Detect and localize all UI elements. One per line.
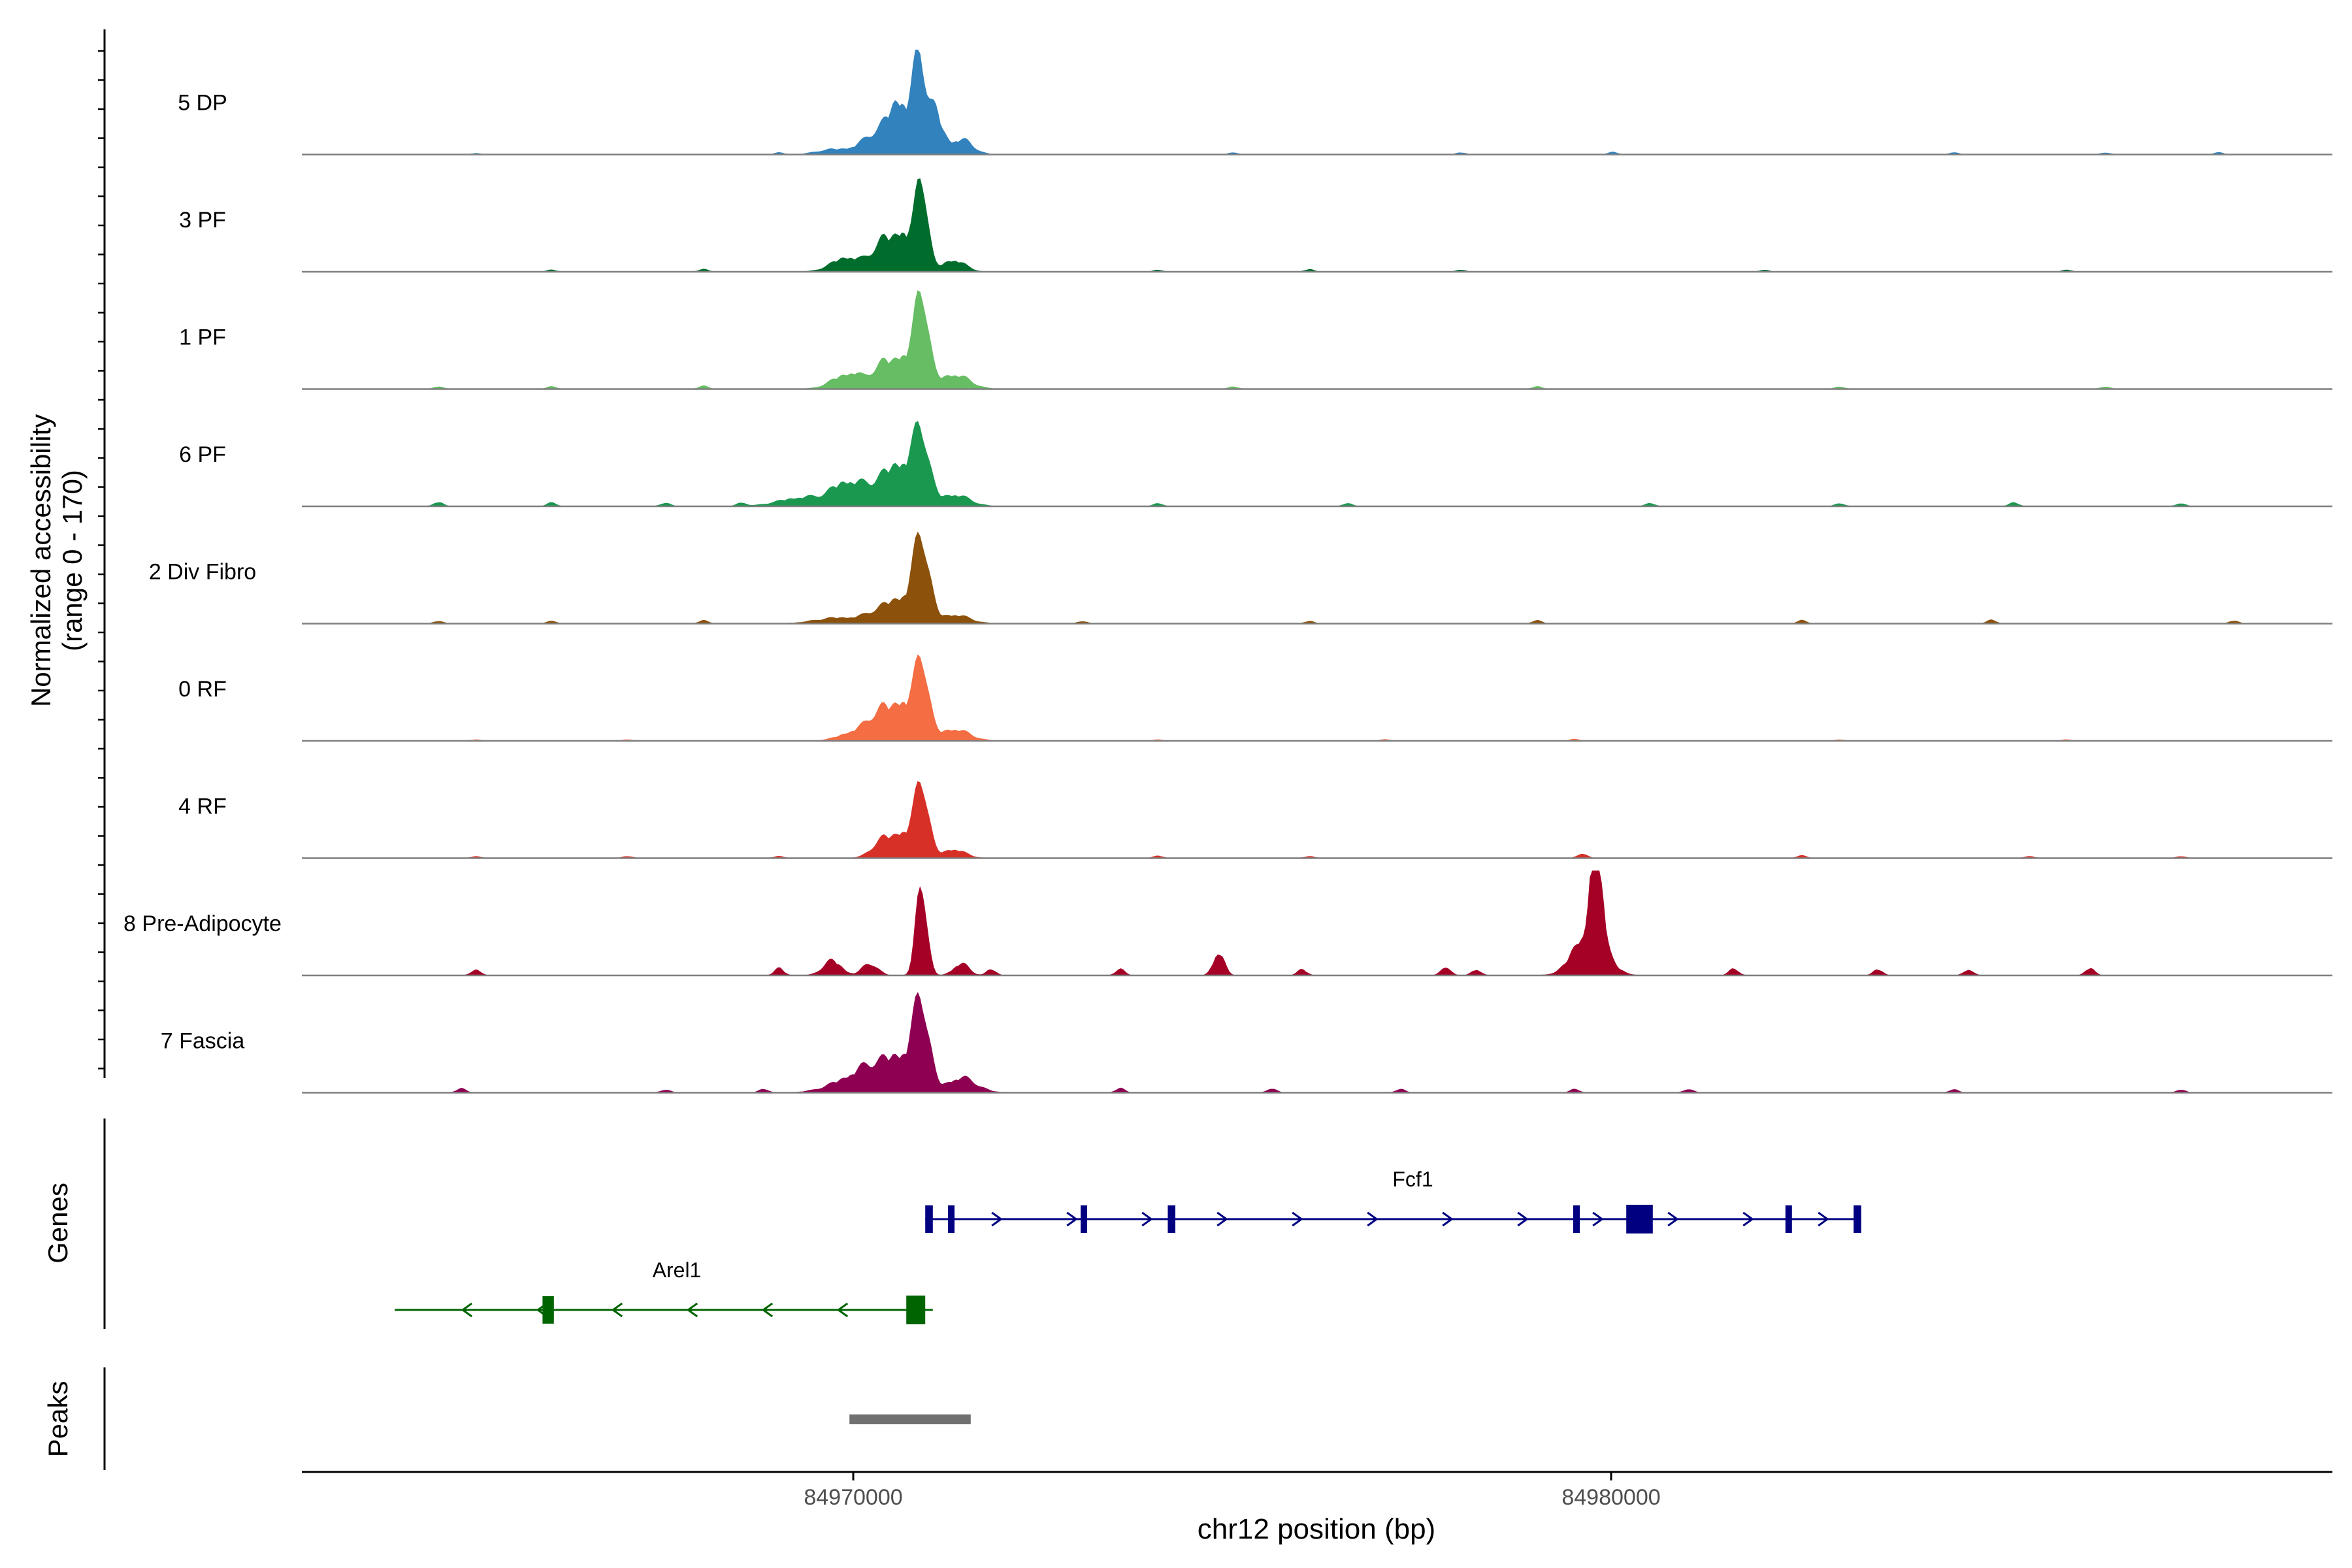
x-tick-label: 84980000	[1561, 1485, 1660, 1510]
strand-arrow	[1517, 1211, 1529, 1227]
track-4-rf: 4 RF	[178, 781, 2332, 859]
exon	[925, 1205, 933, 1233]
track-5-dp: 5 DP	[178, 50, 2332, 155]
peaks-track	[849, 1414, 971, 1424]
track-label: 8 Pre-Adipocyte	[123, 911, 282, 936]
track-2-div-fibro: 2 Div Fibro	[149, 531, 2332, 625]
exon	[1854, 1205, 1861, 1233]
genes-track-label: Genes	[42, 1183, 73, 1264]
gene-label: Arel1	[653, 1258, 702, 1282]
track-7-fascia: 7 Fascia	[161, 992, 2332, 1094]
strand-arrow	[1141, 1211, 1153, 1227]
coverage-y-axis	[98, 29, 106, 1078]
track-label: 2 Div Fibro	[149, 560, 256, 585]
gene-label: Fcf1	[1392, 1168, 1433, 1191]
gene-arel1: Arel1	[395, 1258, 933, 1324]
exon	[1785, 1205, 1792, 1233]
strand-arrow	[1667, 1211, 1679, 1227]
peaks-track-label: Peaks	[42, 1381, 73, 1458]
track-label: 7 Fascia	[161, 1029, 245, 1054]
track-label: 3 PF	[179, 208, 226, 233]
track-label: 5 DP	[178, 91, 227, 116]
exon	[948, 1205, 955, 1233]
exon	[906, 1296, 926, 1324]
y-axis-label-range: (range 0 - 170)	[57, 470, 88, 651]
strand-arrow	[686, 1302, 698, 1318]
track-label: 1 PF	[179, 325, 226, 350]
track-1-pf: 1 PF	[179, 290, 2332, 390]
strand-arrow	[461, 1302, 473, 1318]
track-label: 4 RF	[178, 794, 227, 819]
strand-arrow	[836, 1302, 849, 1318]
exon	[1168, 1205, 1175, 1233]
track-label: 6 PF	[179, 442, 226, 467]
coverage-y-axis-ticks	[98, 50, 105, 1070]
track-3-pf: 3 PF	[179, 178, 2332, 273]
exon	[1081, 1205, 1087, 1233]
x-tick-label: 84970000	[804, 1485, 902, 1510]
track-8-pre-adipocyte: 8 Pre-Adipocyte	[123, 870, 2332, 977]
genes-track: Fcf1 Arel1	[395, 1168, 1861, 1324]
strand-arrow	[1217, 1211, 1228, 1227]
track-0-rf: 0 RF	[178, 654, 2332, 742]
strand-arrow	[611, 1302, 623, 1318]
strand-arrow	[761, 1302, 774, 1318]
coverage-tracks: 5 DP 3 PF 1 PF 6 PF 2 Div Fibro 0 RF 4 RF 8 Pre…	[123, 50, 2332, 1094]
strand-arrow	[1592, 1211, 1604, 1227]
exon	[1626, 1205, 1653, 1233]
strand-arrow	[1066, 1211, 1078, 1227]
track-label: 0 RF	[178, 677, 227, 702]
strand-arrow	[1742, 1211, 1754, 1227]
track-6-pf: 6 PF	[179, 421, 2332, 508]
strand-arrow	[1367, 1211, 1379, 1227]
y-axis-label: Normalized accessibility	[25, 414, 56, 707]
strand-arrow	[1818, 1211, 1829, 1227]
peak-region	[849, 1414, 971, 1424]
exon	[542, 1296, 554, 1324]
strand-arrow	[991, 1211, 1003, 1227]
x-axis-label: chr12 position (bp)	[1198, 1513, 1435, 1545]
x-axis-ticks: 84970000 84980000	[804, 1472, 1661, 1510]
strand-arrow	[1292, 1211, 1303, 1227]
exon	[1573, 1205, 1580, 1233]
strand-arrow	[1442, 1211, 1454, 1227]
gene-fcf1: Fcf1	[925, 1168, 1861, 1233]
